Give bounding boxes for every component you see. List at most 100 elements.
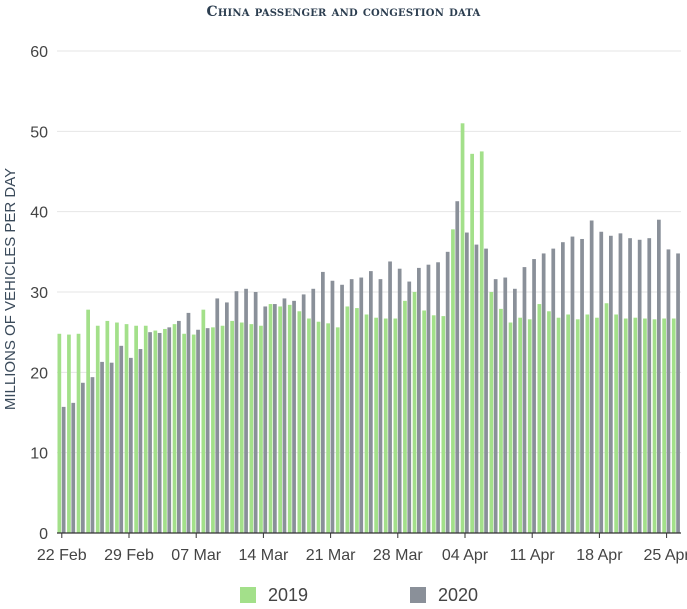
bar-2019-21-mar[interactable] (326, 323, 330, 533)
bar-2019-11-apr[interactable] (527, 319, 532, 533)
bar-2019-31-mar[interactable] (422, 310, 426, 533)
bar-2019-05-apr[interactable] (470, 153, 474, 533)
bar-2019-25-feb[interactable] (86, 309, 90, 533)
bar-2020-22-feb[interactable] (61, 406, 66, 533)
bar-2019-22-mar[interactable] (335, 327, 340, 533)
bar-2020-08-apr[interactable] (503, 277, 508, 533)
bar-2019-03-apr[interactable] (451, 229, 455, 533)
bar-2019-18-mar[interactable] (297, 311, 302, 533)
bar-2020-25-mar[interactable] (369, 271, 373, 533)
bar-2019-04-apr[interactable] (460, 123, 465, 534)
bar-2019-22-apr[interactable] (633, 317, 638, 533)
bar-2019-10-mar[interactable] (220, 325, 225, 533)
bar-2019-08-apr[interactable] (499, 308, 503, 533)
bar-2020-31-mar[interactable] (426, 264, 431, 533)
bar-2020-15-apr[interactable] (570, 236, 575, 533)
bar-2019-06-mar[interactable] (182, 333, 186, 533)
bar-2019-29-feb[interactable] (124, 324, 129, 533)
bar-2020-11-mar[interactable] (234, 291, 239, 533)
bar-2020-20-apr[interactable] (618, 233, 623, 534)
bar-2020-19-apr[interactable] (609, 235, 613, 533)
bar-2019-07-apr[interactable] (489, 292, 494, 533)
bar-2019-12-mar[interactable] (239, 322, 244, 533)
bar-2020-30-mar[interactable] (417, 267, 421, 533)
legend-item-2019[interactable]: 2019 (240, 584, 308, 606)
bar-2020-14-mar[interactable] (263, 306, 268, 533)
bar-2019-20-apr[interactable] (614, 314, 618, 533)
bar-2020-17-mar[interactable] (292, 300, 296, 533)
bar-2020-23-apr[interactable] (647, 238, 652, 533)
bar-2019-24-apr[interactable] (652, 319, 657, 533)
bar-2020-04-mar[interactable] (167, 327, 172, 533)
bar-2020-24-feb[interactable] (81, 382, 85, 533)
bar-2019-07-mar[interactable] (191, 334, 196, 533)
bar-2019-11-mar[interactable] (230, 320, 234, 533)
bar-2020-06-apr[interactable] (484, 248, 488, 533)
bar-2020-26-feb[interactable] (100, 361, 104, 533)
bar-2019-21-apr[interactable] (623, 318, 628, 533)
bar-2020-20-mar[interactable] (321, 271, 325, 533)
bar-2020-07-mar[interactable] (196, 329, 200, 533)
bar-2020-07-apr[interactable] (493, 279, 498, 533)
bar-2020-25-apr[interactable] (666, 249, 671, 534)
bar-2020-27-feb[interactable] (109, 362, 114, 533)
bar-2019-16-apr[interactable] (575, 319, 580, 533)
bar-2019-25-apr[interactable] (662, 318, 666, 533)
bar-2020-13-mar[interactable] (253, 292, 258, 533)
bar-2019-23-apr[interactable] (643, 318, 647, 533)
bar-2020-26-apr[interactable] (676, 253, 680, 533)
bar-2019-28-mar[interactable] (393, 318, 398, 533)
bar-2020-22-apr[interactable] (637, 239, 642, 533)
bar-2020-10-mar[interactable] (225, 302, 229, 533)
bar-2019-06-apr[interactable] (479, 151, 484, 534)
bar-2019-19-mar[interactable] (307, 318, 311, 533)
bar-2019-09-apr[interactable] (508, 322, 513, 533)
bar-2019-28-feb[interactable] (115, 322, 119, 533)
bar-2020-08-mar[interactable] (205, 328, 210, 533)
bar-2020-03-mar[interactable] (157, 332, 162, 533)
bar-2020-24-mar[interactable] (359, 277, 364, 533)
bar-2019-12-apr[interactable] (537, 304, 542, 533)
bar-2020-29-feb[interactable] (129, 357, 133, 533)
bar-2020-24-apr[interactable] (657, 219, 661, 533)
bar-2019-01-mar[interactable] (134, 325, 138, 533)
bar-2019-17-mar[interactable] (287, 304, 292, 533)
bar-2019-17-apr[interactable] (585, 314, 590, 533)
bar-2019-27-feb[interactable] (105, 320, 110, 533)
bar-2019-22-feb[interactable] (57, 333, 62, 533)
bar-2020-18-apr[interactable] (599, 231, 604, 533)
bar-2019-15-mar[interactable] (268, 304, 273, 533)
bar-2019-24-feb[interactable] (76, 333, 81, 533)
bar-2020-21-apr[interactable] (628, 238, 632, 533)
bar-2020-01-apr[interactable] (436, 262, 440, 533)
bar-2019-01-apr[interactable] (431, 315, 436, 533)
bar-2020-27-mar[interactable] (388, 261, 392, 533)
bar-2019-09-mar[interactable] (211, 327, 215, 533)
bar-2020-02-apr[interactable] (445, 251, 450, 533)
bar-2020-05-mar[interactable] (177, 320, 181, 533)
bar-2020-28-feb[interactable] (119, 345, 124, 533)
bar-2019-16-mar[interactable] (278, 306, 282, 533)
bar-2020-04-apr[interactable] (465, 232, 469, 534)
bar-2020-13-apr[interactable] (551, 248, 556, 533)
bar-2019-26-feb[interactable] (95, 325, 100, 533)
bar-2019-13-apr[interactable] (547, 311, 551, 533)
bar-2020-03-apr[interactable] (455, 201, 460, 533)
bar-2020-10-apr[interactable] (522, 267, 527, 533)
bar-2020-23-feb[interactable] (71, 402, 76, 533)
bar-2019-19-apr[interactable] (604, 303, 609, 533)
bar-2020-22-mar[interactable] (340, 284, 344, 533)
bar-2020-14-apr[interactable] (561, 242, 565, 533)
bar-2020-16-mar[interactable] (282, 298, 287, 533)
bar-2019-18-apr[interactable] (595, 317, 599, 533)
bar-2020-26-mar[interactable] (378, 279, 383, 533)
bar-2020-11-apr[interactable] (532, 259, 536, 533)
bar-2020-02-mar[interactable] (148, 332, 152, 533)
bar-2020-12-apr[interactable] (541, 253, 546, 533)
bar-2019-25-mar[interactable] (364, 314, 369, 533)
bar-2020-16-apr[interactable] (580, 238, 584, 534)
bar-2019-10-apr[interactable] (518, 317, 522, 533)
bar-2019-29-mar[interactable] (403, 300, 407, 533)
bar-2020-28-mar[interactable] (397, 268, 402, 533)
bar-2020-09-mar[interactable] (215, 298, 220, 533)
